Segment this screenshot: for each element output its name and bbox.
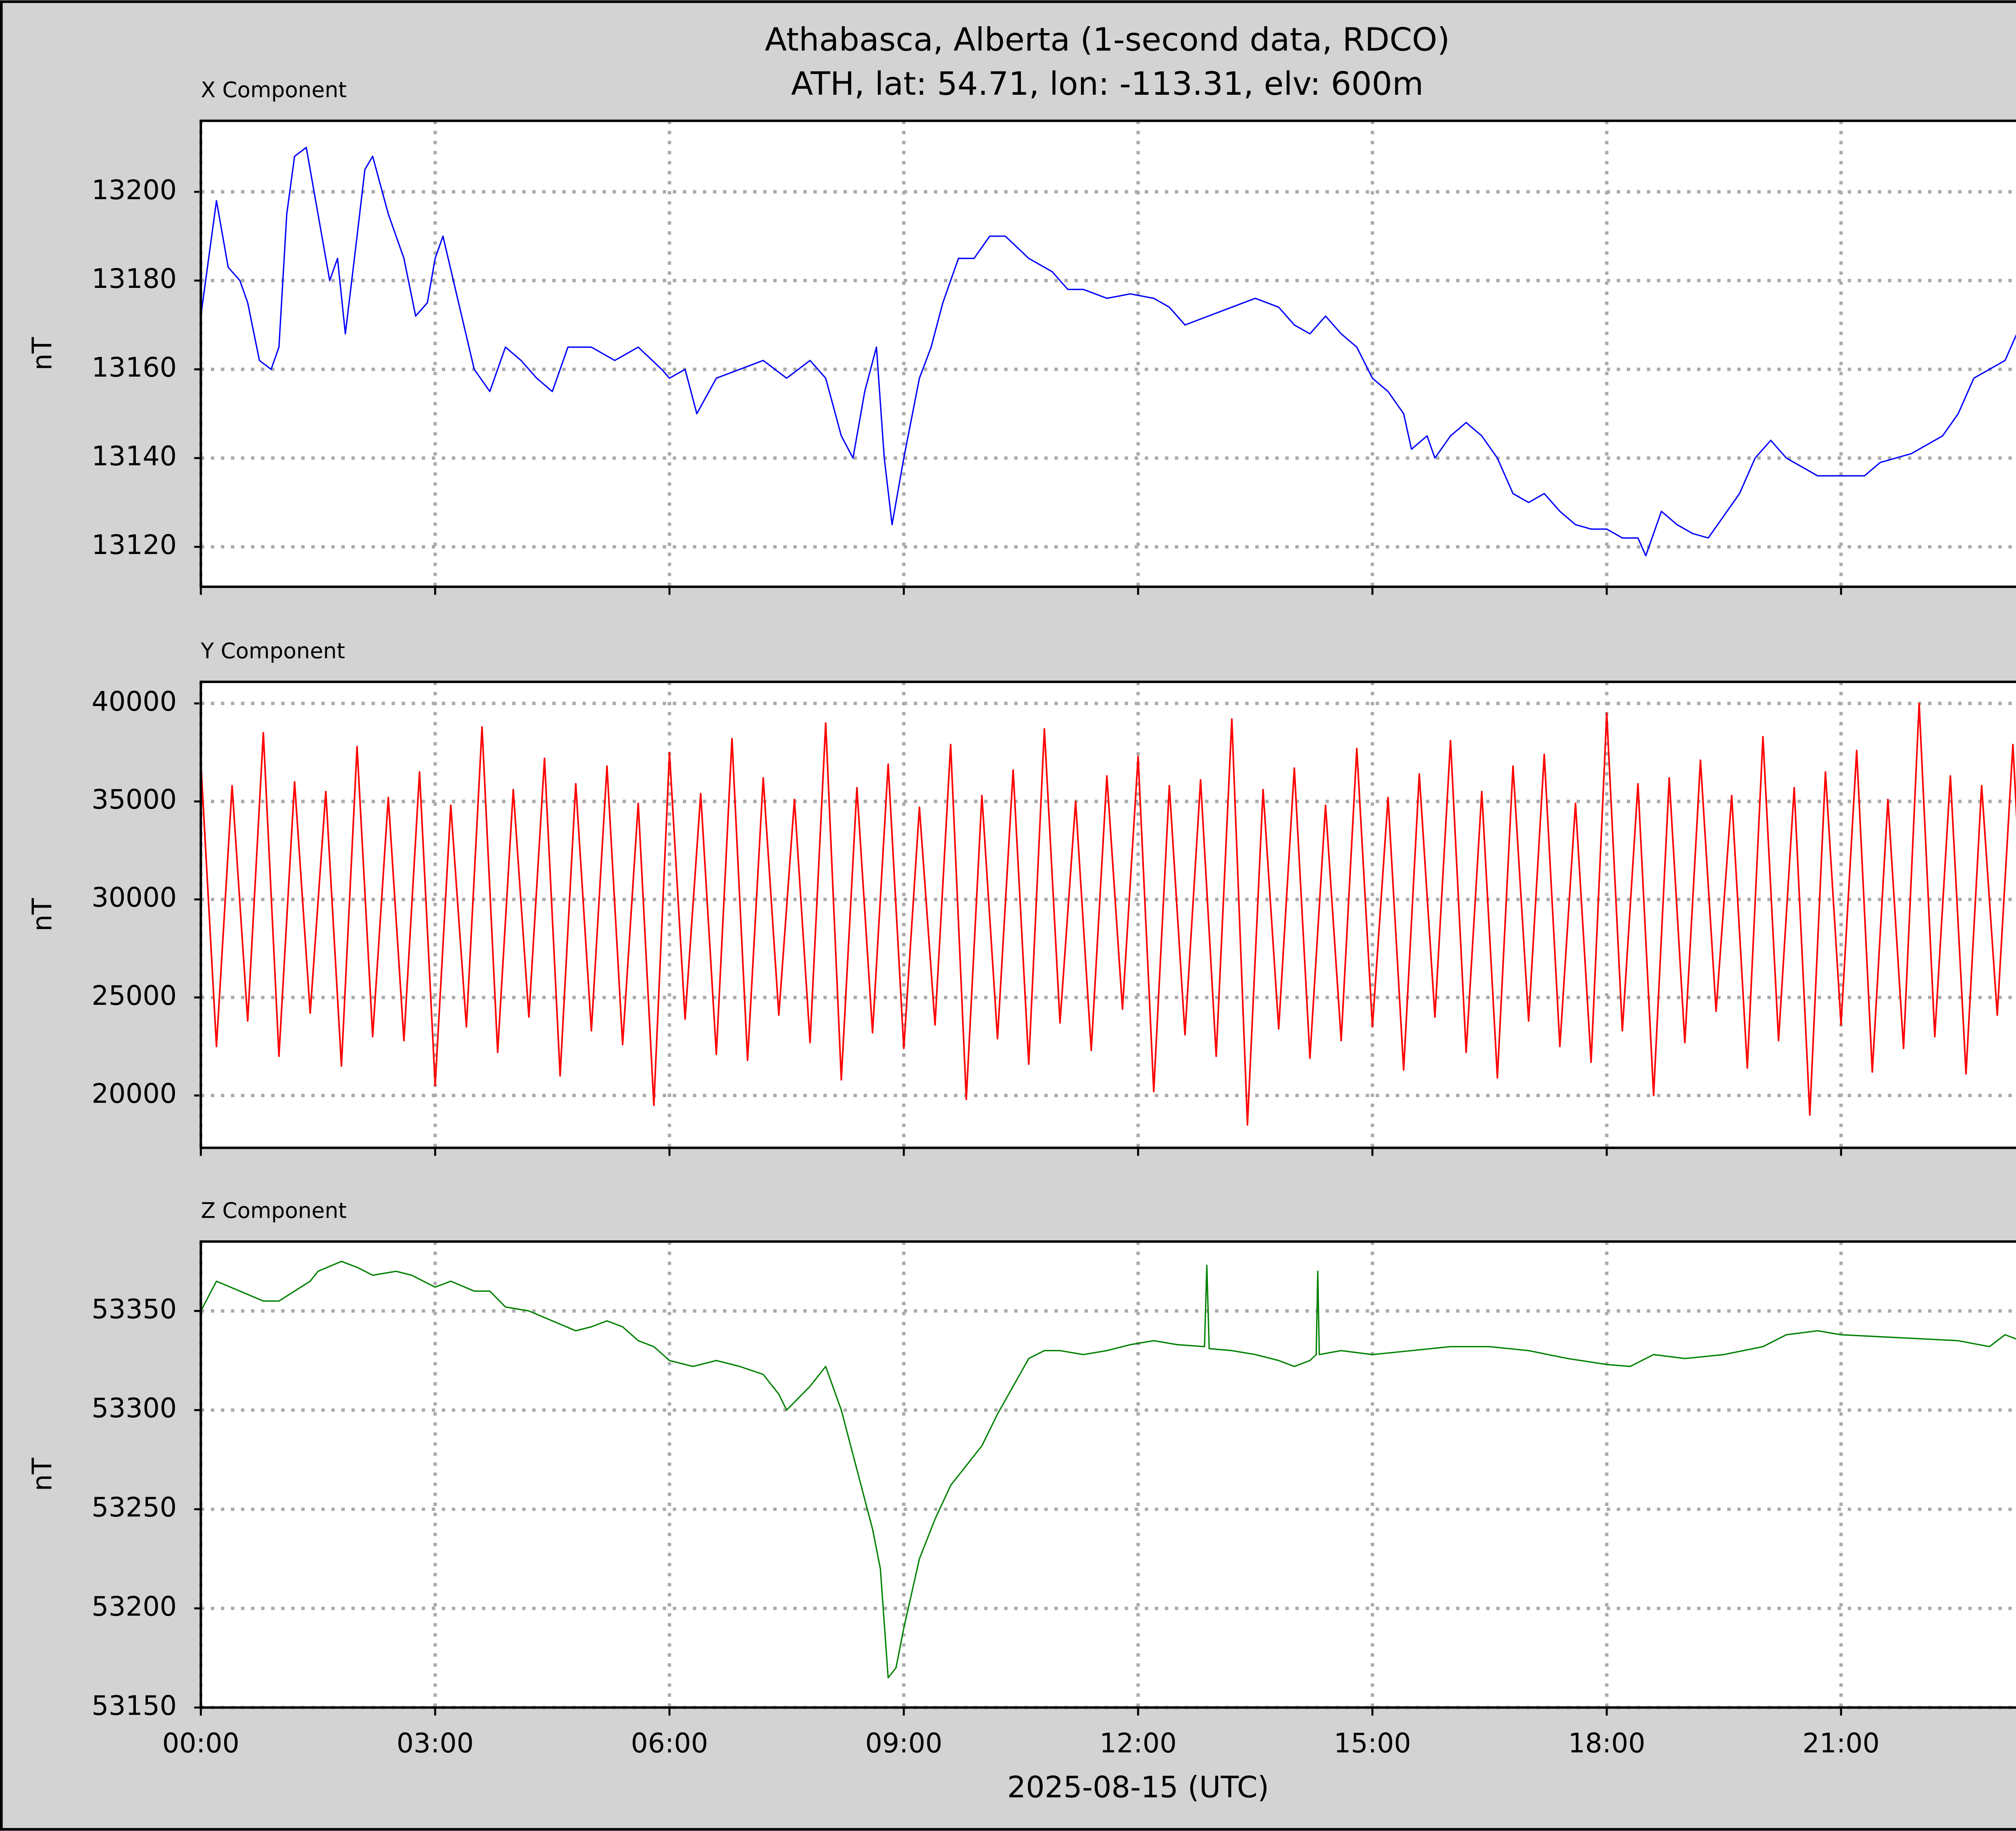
x-tick-label: 21:00 <box>1802 1727 1879 1759</box>
x-axis-label: 2025-08-15 (UTC) <box>1007 1770 1269 1804</box>
y-tick-label: 53350 <box>92 1293 177 1325</box>
y-axis-label: nT <box>27 898 58 931</box>
figure-subtitle: ATH, lat: 54.71, lon: -113.31, elv: 600m <box>791 65 1423 102</box>
x-tick-label: 09:00 <box>865 1727 942 1759</box>
data-line <box>200 1260 2016 1679</box>
y-tick-label: 53250 <box>92 1491 177 1523</box>
data-line <box>200 147 2016 556</box>
y-tick-label: 53150 <box>92 1690 177 1721</box>
panel-title: Y Component <box>200 639 345 664</box>
y-tick-label: 30000 <box>92 882 177 913</box>
x-tick-label: 00:00 <box>162 1727 239 1759</box>
x-tick-label: 06:00 <box>631 1727 708 1759</box>
y-axis-label: nT <box>27 337 58 371</box>
y-tick-label: 40000 <box>92 686 177 717</box>
panel-title: X Component <box>201 77 347 102</box>
y-tick-label: 13120 <box>92 529 177 560</box>
y-tick-label: 35000 <box>92 784 177 815</box>
plot-area <box>201 682 2016 1148</box>
y-tick-label: 13140 <box>92 440 177 472</box>
y-tick-label: 53300 <box>92 1392 177 1424</box>
y-tick-label: 53200 <box>92 1591 177 1622</box>
plot-frame <box>200 119 2016 588</box>
y-axis-label: nT <box>27 1458 58 1491</box>
plot-frame <box>200 681 2016 1149</box>
x-tick-label: 15:00 <box>1334 1727 1411 1759</box>
x-tick-label: 18:00 <box>1568 1727 1645 1759</box>
y-tick-label: 13200 <box>92 174 177 206</box>
plot-area <box>201 1241 2016 1708</box>
y-tick-label: 25000 <box>92 980 177 1011</box>
figure-title: Athabasca, Alberta (1-second data, RDCO) <box>765 21 1450 58</box>
y-tick-label: 20000 <box>92 1078 177 1109</box>
plot-frame <box>200 1240 2016 1709</box>
panel-title: Z Component <box>201 1198 347 1223</box>
data-line <box>200 702 2016 1126</box>
y-tick-label: 13160 <box>92 352 177 383</box>
x-tick-label: 12:00 <box>1100 1727 1177 1759</box>
y-tick-label: 13180 <box>92 263 177 294</box>
x-tick-label: 03:00 <box>397 1727 474 1759</box>
